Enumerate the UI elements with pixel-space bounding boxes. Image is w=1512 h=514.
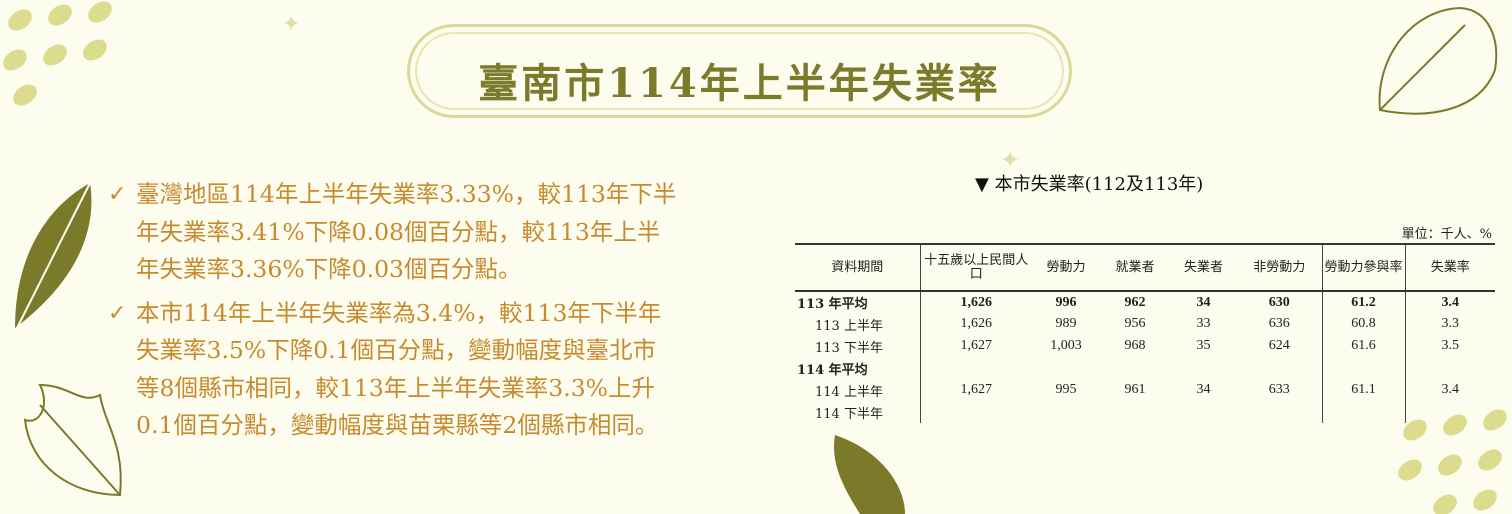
table-cell: 61.6 xyxy=(1321,335,1405,357)
check-icon: ✓ xyxy=(108,300,127,326)
table-cell: 962 xyxy=(1124,294,1146,310)
row-label: 113 上半年 xyxy=(815,318,883,334)
column-header: 十五歲以上民間人口 xyxy=(919,243,1032,292)
sparkle-icon: ✦ xyxy=(282,12,301,37)
title-banner: 臺南市114年上半年失業率 xyxy=(407,24,1072,118)
column-header: 勞動力參與率 xyxy=(1321,243,1405,292)
table-cell xyxy=(1237,357,1322,379)
table-cell: 1,627 xyxy=(919,379,1032,401)
table-cell: 33 xyxy=(1196,316,1211,331)
table-cell: 636 xyxy=(1268,316,1290,331)
table-cell xyxy=(919,401,1032,423)
unemployment-table: 資料期間 十五歲以上民間人口 勞動力 就業者 失業者 非勞動力 勞動力參與率 失業率 113 … xyxy=(795,243,1495,423)
row-label: 114 年平均 xyxy=(797,362,868,378)
table-cell: 633 xyxy=(1268,382,1290,397)
column-header: 失業者 xyxy=(1170,243,1237,292)
table-cell xyxy=(1100,401,1170,423)
bullet-line: 本市114年上半年失業率為3.4%，較113年下半年 xyxy=(136,298,662,327)
table-cell: 61.2 xyxy=(1321,291,1405,313)
table-cell: 989 xyxy=(1055,316,1077,331)
table-cell: 995 xyxy=(1055,382,1077,397)
leaf-icon xyxy=(15,182,92,329)
table-cell: 34 xyxy=(1196,294,1211,310)
table-cell: 624 xyxy=(1268,338,1290,353)
row-label: 114 下半年 xyxy=(815,406,883,422)
table-cell xyxy=(1100,357,1170,379)
bullet-tainan: ✓ 本市114年上半年失業率為3.4%，較113年下半年 失業率3.5%下降0.… xyxy=(108,295,768,445)
table-cell: 61.1 xyxy=(1321,379,1405,401)
row-label: 114 上半年 xyxy=(815,384,883,400)
column-header: 勞動力 xyxy=(1032,243,1100,292)
table-unit: 單位：千人、% xyxy=(1401,227,1492,242)
table-cell: 3.3 xyxy=(1404,313,1495,335)
table-cell: 630 xyxy=(1268,294,1290,310)
table-cell xyxy=(1032,357,1100,379)
column-header: 非勞動力 xyxy=(1237,243,1322,292)
table-cell xyxy=(1170,357,1237,379)
table-cell: 996 xyxy=(1055,294,1077,310)
table-cell xyxy=(1032,401,1100,423)
bullet-line: 年失業率3.36%下降0.03個百分點。 xyxy=(136,255,522,283)
table-row: 113 年平均 1,626 996 962 34 630 61.2 3.4 xyxy=(795,291,1495,313)
table-title: ▼ 本市失業率(112及113年) xyxy=(975,174,1204,195)
bullet-line: 失業率3.5%下降0.1個百分點，變動幅度與臺北市 xyxy=(136,336,657,364)
bullet-line: 0.1個百分點，變動幅度與苗栗縣等2個縣市相同。 xyxy=(136,411,659,439)
table-row: 114 下半年 xyxy=(795,401,1495,423)
leaf-icon xyxy=(834,435,905,514)
bullet-line: 年失業率3.41%下降0.08個百分點，較113年上半 xyxy=(136,217,661,246)
table-cell xyxy=(1321,357,1405,379)
bullet-line: 等8個縣市相同，較113年上半年失業率3.3%上升 xyxy=(136,373,656,402)
table-cell: 1,626 xyxy=(919,313,1032,335)
summary-bullets: ✓ 臺灣地區114年上半年失業率3.33%，較113年下半 年失業率3.41%下… xyxy=(108,176,768,451)
table-cell: 60.8 xyxy=(1321,313,1405,335)
check-icon: ✓ xyxy=(108,182,127,207)
table-cell xyxy=(1404,357,1495,379)
table-cell: 956 xyxy=(1124,316,1146,331)
bullet-line: 臺灣地區114年上半年失業率3.33%，較113年下半 xyxy=(136,180,677,208)
column-header: 失業率 xyxy=(1404,243,1495,292)
table-cell xyxy=(1404,401,1495,423)
leaf-outline-icon xyxy=(23,383,122,497)
page-title: 臺南市114年上半年失業率 xyxy=(478,60,1001,107)
table-cell: 1,626 xyxy=(919,291,1032,313)
table-row: 114 上半年 1,627 995 961 34 633 61.1 3.4 xyxy=(795,379,1495,401)
table-cell: 961 xyxy=(1124,382,1146,397)
table-cell: 3.5 xyxy=(1404,335,1495,357)
table-cell: 35 xyxy=(1196,338,1211,353)
column-header: 就業者 xyxy=(1100,243,1170,292)
table-cell: 3.4 xyxy=(1404,291,1495,313)
table-row: 113 上半年 1,626 989 956 33 636 60.8 3.3 xyxy=(795,313,1495,335)
table-row: 114 年平均 xyxy=(795,357,1495,379)
table-cell xyxy=(919,357,1032,379)
bullet-taiwan: ✓ 臺灣地區114年上半年失業率3.33%，較113年下半 年失業率3.41%下… xyxy=(108,176,768,289)
table-cell: 34 xyxy=(1196,382,1211,397)
table-cell xyxy=(1170,401,1237,423)
table-cell: 1,003 xyxy=(1050,338,1082,353)
row-label: 113 下半年 xyxy=(815,340,883,356)
row-label: 113 年平均 xyxy=(797,297,868,312)
column-header: 資料期間 xyxy=(795,243,920,292)
table-cell: 968 xyxy=(1124,338,1146,353)
decorative-dots-top-left xyxy=(3,1,112,106)
table-cell xyxy=(1321,401,1405,423)
table-row: 113 下半年 1,627 1,003 968 35 624 61.6 3.5 xyxy=(795,335,1495,357)
table-cell: 1,627 xyxy=(919,335,1032,357)
sparkle-icon: ✦ xyxy=(1000,146,1021,174)
table-cell xyxy=(1237,401,1322,423)
leaf-outline-icon xyxy=(1378,6,1498,115)
table-cell: 3.4 xyxy=(1404,379,1495,401)
